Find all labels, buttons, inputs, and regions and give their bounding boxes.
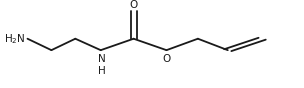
Text: H: H (98, 66, 106, 76)
Text: O: O (130, 0, 138, 10)
Text: H$_2$N: H$_2$N (5, 32, 26, 46)
Text: O: O (162, 54, 171, 64)
Text: N: N (98, 54, 106, 64)
